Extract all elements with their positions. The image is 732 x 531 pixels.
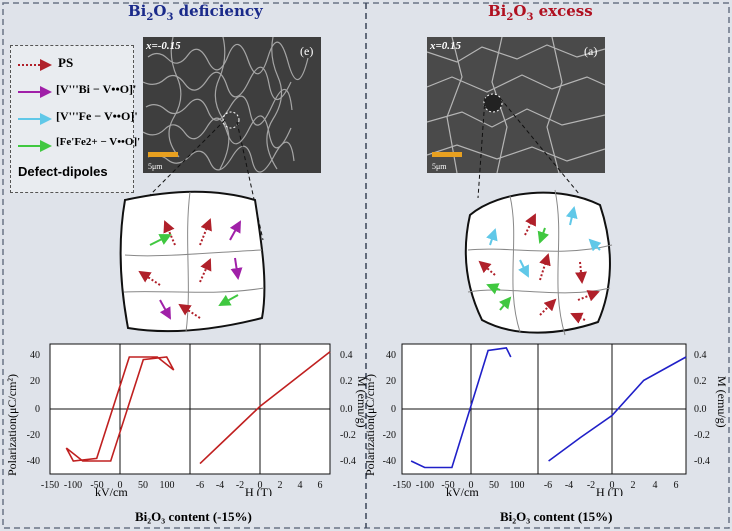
pe-ytick-left: -20 xyxy=(27,430,40,441)
sem-right-label: x=0.15 xyxy=(430,40,462,52)
mh-xtick-right: 6 xyxy=(674,480,679,491)
legend-arrows xyxy=(18,59,52,152)
mh-xtick-right: 4 xyxy=(653,480,658,491)
mh-ytick-right: -0.4 xyxy=(694,456,710,467)
pe-ytick-left: 20 xyxy=(30,376,40,387)
pe-xtick-right: 50 xyxy=(489,480,499,491)
mh-xtick-left: -2 xyxy=(236,480,244,491)
sem-right-letter: (a) xyxy=(584,44,598,58)
pe-xtick-right: -50 xyxy=(441,480,454,491)
pe-xtick-left: -150 xyxy=(41,480,59,491)
pe-xtick-right: -150 xyxy=(393,480,411,491)
mh-ylabel-right: M (emu/g) xyxy=(715,376,729,428)
mh-xtick-left: 0 xyxy=(258,480,263,491)
mh-xtick-left: -4 xyxy=(216,480,224,491)
right-title: Bi2O3 excess xyxy=(488,2,593,23)
legend-label-fe: [Fe'Fe2+ − V••O]' xyxy=(56,136,141,148)
pe-xtick-left: -50 xyxy=(90,480,103,491)
sem-left-letter: (e) xyxy=(300,44,314,58)
mh-ytick-right: 0.0 xyxy=(694,404,707,415)
pe-ytick-right: 20 xyxy=(386,376,396,387)
mh-loop-left xyxy=(199,351,331,465)
legend-label-vbi: [V'''Bi − V••O]' xyxy=(56,82,137,96)
legend-label-vfe: [V'''Fe − V••O]' xyxy=(56,109,138,123)
pe-ytick-right: 40 xyxy=(386,350,396,361)
pe-xtick-left: -100 xyxy=(64,480,82,491)
pe-ytick-left: -40 xyxy=(27,456,40,467)
mh-ytick-left: 0.4 xyxy=(340,350,353,361)
pe-xtick-left: 0 xyxy=(118,480,123,491)
left-plots: 40 20 0 -20 -40 0.4 0.2 0.0 -0.2 -0.4 -1… xyxy=(5,343,366,496)
sem-left-scale: 5μm xyxy=(148,162,163,171)
mh-xtick-left: 2 xyxy=(278,480,283,491)
pe-xlabel-right: kV/cm xyxy=(446,485,479,496)
mh-ytick-right: 0.4 xyxy=(694,350,707,361)
mh-ytick-left: -0.4 xyxy=(340,456,356,467)
mh-xlabel-left: H (T) xyxy=(245,485,272,496)
mh-ytick-right: -0.2 xyxy=(694,430,710,441)
left-title: Bi2O3 deficiency xyxy=(128,2,263,23)
right-plots: 40 20 0 -20 -40 0.4 0.2 0.0 -0.2 -0.4 -1… xyxy=(366,343,729,496)
pe-xtick-right: 100 xyxy=(510,480,525,491)
mh-xtick-right: 0 xyxy=(610,480,615,491)
pe-loop-right xyxy=(410,347,512,469)
pe-ylabel-right: Polarization(μC/cm²) xyxy=(366,374,377,476)
sem-right-scale: 5μm xyxy=(432,162,447,171)
mh-ytick-left: 0.2 xyxy=(340,376,353,387)
mh-xlabel-right: H (T) xyxy=(596,485,623,496)
sem-image-left xyxy=(143,37,321,173)
pe-ytick-right: -40 xyxy=(383,456,396,467)
legend-title: Defect-dipoles xyxy=(18,164,108,179)
mh-ytick-left: 0.0 xyxy=(340,404,353,415)
mh-loop-right xyxy=(548,356,687,462)
pe-ylabel-left: Polarization(μC/cm²) xyxy=(5,374,19,476)
pe-xtick-right: -100 xyxy=(416,480,434,491)
mh-xtick-right: -4 xyxy=(565,480,573,491)
pe-xtick-left: 50 xyxy=(138,480,148,491)
pe-ytick-left: 40 xyxy=(30,350,40,361)
pe-ytick-right: 0 xyxy=(391,404,396,415)
mh-xtick-left: 4 xyxy=(298,480,303,491)
caption-left: Bi₂O₃ content (-15%) xyxy=(135,509,252,524)
pe-ytick-left: 0 xyxy=(35,404,40,415)
mh-ytick-left: -0.2 xyxy=(340,430,356,441)
sem-image-right xyxy=(427,37,605,173)
pe-loop-left xyxy=(65,356,175,462)
mh-ylabel-left: M (emu/g) xyxy=(355,376,366,428)
caption-right: Bi₂O₃ content (15%) xyxy=(500,509,613,524)
mh-xtick-left: 6 xyxy=(318,480,323,491)
legend-label-ps: PS xyxy=(58,55,74,70)
mh-xtick-right: -6 xyxy=(544,480,552,491)
sem-left-label: x=-0.15 xyxy=(146,40,181,52)
pe-xtick-left: 100 xyxy=(160,480,175,491)
pe-xtick-right: 0 xyxy=(469,480,474,491)
pe-ytick-right: -20 xyxy=(383,430,396,441)
mh-xtick-right: 2 xyxy=(631,480,636,491)
mh-xtick-right: -2 xyxy=(587,480,595,491)
pe-xlabel-left: kV/cm xyxy=(95,485,128,496)
mh-ytick-right: 0.2 xyxy=(694,376,707,387)
mh-xtick-left: -6 xyxy=(196,480,204,491)
